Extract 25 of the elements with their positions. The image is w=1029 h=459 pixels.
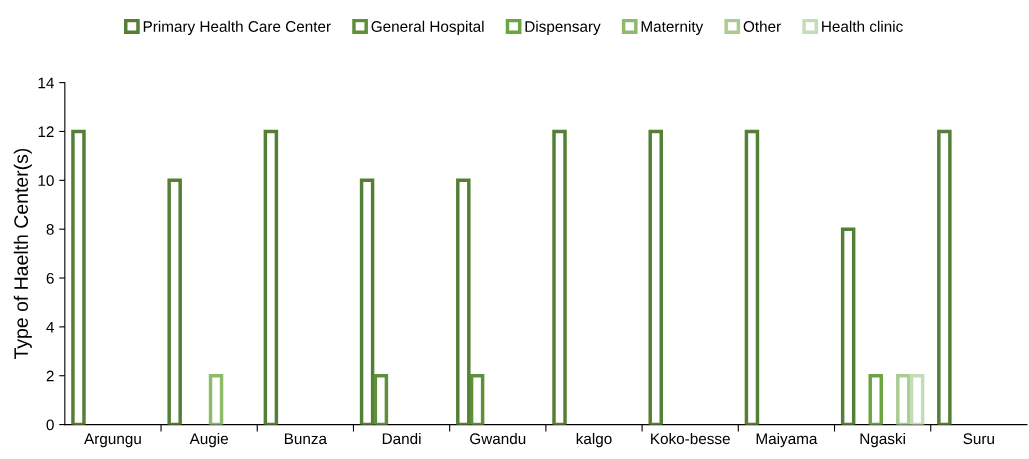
y-tick-label: 12 (38, 126, 54, 138)
x-tick-label: Koko-besse (651, 432, 730, 445)
y-tick-label: 4 (46, 321, 54, 333)
x-tick-label: Argungu (84, 433, 141, 448)
legend-label: Dispensary (525, 20, 601, 35)
y-tick-label: 0 (46, 419, 54, 431)
x-tick-label: Augie (189, 432, 228, 448)
y-tick-label: 10 (38, 175, 54, 187)
x-tick-label: Maiyama (756, 432, 818, 448)
x-tick-label: Gwandu (470, 432, 526, 445)
legend-label: General Hospital (371, 20, 484, 35)
y-axis-title: Type of Haelth Center(s) (13, 148, 32, 360)
x-tick-label: kalgo (576, 432, 612, 448)
y-tick-label: 14 (38, 77, 54, 89)
x-tick-label: Suru (963, 433, 994, 445)
legend-label: Primary Health Care Center (143, 20, 331, 35)
legend-label: Other (743, 20, 781, 32)
x-tick-label: Dandi (382, 432, 421, 445)
y-tick-label: 8 (46, 224, 54, 235)
x-tick-label: Bunza (284, 433, 328, 445)
legend-label: Health clinic (822, 20, 903, 32)
y-tick-label: 2 (46, 370, 54, 382)
y-tick-label: 6 (46, 272, 54, 284)
legend-label: Maternity (641, 20, 704, 35)
x-tick-label: Ngaski (860, 432, 905, 448)
